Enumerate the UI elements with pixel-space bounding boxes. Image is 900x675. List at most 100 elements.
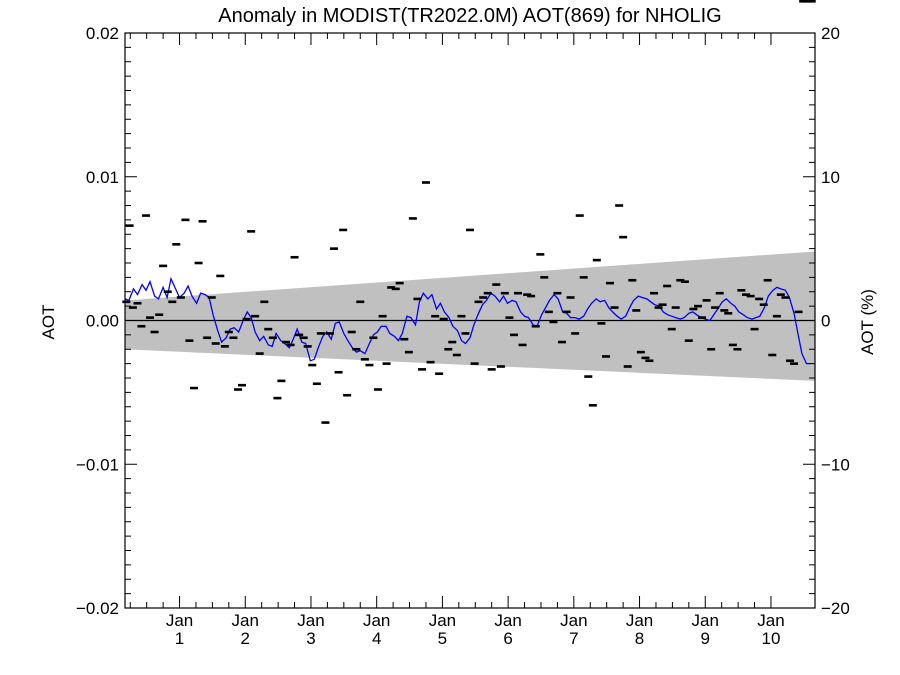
data-point <box>452 353 461 357</box>
y2-tick-label: −20 <box>821 599 850 618</box>
data-point <box>483 291 492 295</box>
data-point <box>382 362 391 365</box>
axes-layer: −0.02−0.010.000.010.02−20−1001020Jan1Jan… <box>76 24 850 648</box>
data-point <box>435 372 444 375</box>
data-point <box>312 382 321 386</box>
data-point <box>466 228 474 232</box>
data-point <box>523 293 532 296</box>
y2-tick-label: 10 <box>821 168 840 187</box>
data-point <box>720 309 729 312</box>
data-point <box>654 306 663 309</box>
y-tick-label: −0.02 <box>76 599 119 618</box>
data-point <box>273 396 282 400</box>
data-point <box>142 214 151 217</box>
data-point <box>128 306 137 309</box>
data-point <box>145 316 154 319</box>
x-tick-month: Jan <box>626 611 653 630</box>
data-point <box>395 281 404 285</box>
y-axis-title: AOT <box>39 305 58 340</box>
x-tick-month: Jan <box>757 611 784 630</box>
data-point <box>786 359 795 363</box>
data-point <box>623 365 632 368</box>
data-point <box>566 296 575 299</box>
y2-tick-label: 0 <box>821 312 830 331</box>
data-point <box>667 327 676 331</box>
data-point <box>680 280 689 283</box>
data-point <box>571 332 580 335</box>
data-point <box>172 243 181 246</box>
x-tick-month: Jan <box>297 611 324 630</box>
x-tick-year: 6 <box>503 629 512 648</box>
chart-title: Anomaly in MODIST(TR2022.0M) AOT(869) fo… <box>218 5 721 27</box>
data-point <box>352 347 361 351</box>
data-point <box>663 284 672 288</box>
data-point <box>671 306 680 309</box>
data-point <box>198 220 207 223</box>
data-point <box>597 322 606 325</box>
data-point <box>181 218 190 222</box>
data-point <box>295 333 304 337</box>
data-point <box>122 300 131 304</box>
data-point <box>408 217 417 220</box>
data-point <box>724 312 733 315</box>
data-point <box>510 333 519 337</box>
data-point <box>308 363 317 367</box>
data-point <box>268 336 277 340</box>
x-tick-year: 1 <box>175 629 184 648</box>
data-point <box>742 293 750 296</box>
data-point <box>339 228 348 232</box>
x-tick-month: Jan <box>560 611 587 630</box>
data-point <box>264 327 273 331</box>
data-point <box>391 287 400 291</box>
data-point <box>224 330 233 334</box>
data-point <box>789 362 798 365</box>
data-point <box>641 356 650 360</box>
data-point <box>194 261 203 265</box>
data-point <box>602 355 611 358</box>
y-tick-label: 0.02 <box>86 24 119 43</box>
data-point <box>290 255 299 259</box>
data-point <box>421 181 430 184</box>
data-point <box>658 303 667 306</box>
data-point <box>496 365 505 368</box>
data-points-layer <box>122 0 816 424</box>
data-point <box>689 307 698 311</box>
data-point <box>299 336 308 340</box>
x-tick-year: 3 <box>306 629 315 648</box>
data-point <box>694 304 703 308</box>
data-point <box>133 301 142 305</box>
x-tick-year: 5 <box>438 629 447 648</box>
data-point <box>479 296 488 299</box>
data-point <box>684 339 693 342</box>
data-point <box>610 306 619 309</box>
x-tick-month: Jan <box>166 611 193 630</box>
data-point <box>474 300 483 304</box>
data-point <box>632 309 641 312</box>
data-point <box>356 300 365 304</box>
data-point <box>343 393 352 397</box>
data-point <box>755 297 764 301</box>
data-point <box>575 214 584 217</box>
data-point <box>360 358 369 361</box>
data-point <box>211 342 220 345</box>
data-point <box>190 386 198 390</box>
data-point <box>628 278 637 282</box>
data-point <box>750 327 759 331</box>
anomaly-line-layer <box>124 276 811 365</box>
data-point <box>605 281 614 285</box>
data-point <box>303 345 312 348</box>
data-point <box>776 293 785 296</box>
data-point <box>636 350 645 354</box>
data-point <box>794 310 803 314</box>
data-point <box>242 317 251 321</box>
data-point <box>457 314 466 318</box>
data-point <box>163 290 172 294</box>
data-point <box>588 404 597 407</box>
data-point <box>413 297 422 301</box>
data-point <box>500 291 509 295</box>
data-point <box>176 296 185 299</box>
data-point <box>536 253 545 256</box>
data-point <box>229 336 238 340</box>
data-point <box>159 264 168 268</box>
data-point <box>369 336 378 340</box>
